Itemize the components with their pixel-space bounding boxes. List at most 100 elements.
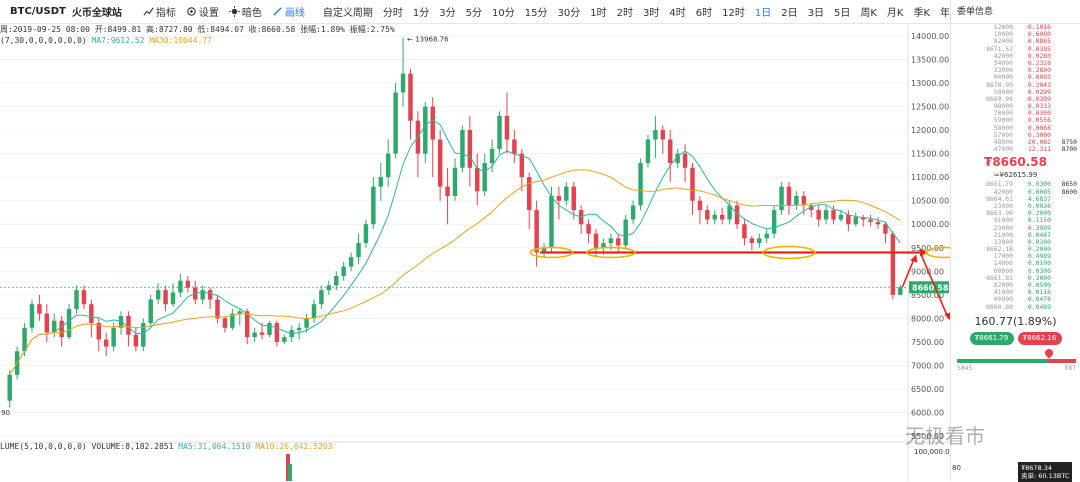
candle-body xyxy=(898,287,903,295)
period-30分[interactable]: 30分 xyxy=(557,8,581,19)
order-row[interactable]: 17000 0.4989 xyxy=(951,253,1080,260)
period-1分[interactable]: 1分 xyxy=(412,8,430,19)
order-row[interactable]: 98000 0.0333 xyxy=(951,102,1080,110)
order-row[interactable]: 8663.96 0.2000 xyxy=(951,209,1080,217)
order-row[interactable]: 91000 0.1150 xyxy=(951,217,1080,224)
period-季K[interactable]: 季K xyxy=(913,8,931,19)
ma7-line xyxy=(9,119,901,376)
order-row[interactable]: 47000 12.311 8700 xyxy=(951,145,1080,154)
period-1时[interactable]: 1时 xyxy=(590,8,607,19)
buy-button[interactable]: ₮8661.79 xyxy=(969,331,1014,345)
candle-body xyxy=(430,106,435,140)
order-row[interactable]: 23000 0.3999 xyxy=(951,224,1080,232)
candle-body xyxy=(282,337,287,342)
order-row[interactable]: 13000 0.0300 xyxy=(951,238,1080,246)
candle-body xyxy=(163,290,168,305)
order-row[interactable]: 21000 0.0487 xyxy=(951,231,1080,239)
order-row[interactable]: 70000 0.0300 xyxy=(951,110,1080,117)
order-row[interactable]: 00000 0.0478 xyxy=(951,296,1080,303)
candle-body xyxy=(475,167,480,192)
order-row[interactable]: 8669.99 0.0399 xyxy=(951,95,1080,103)
period-3时[interactable]: 3时 xyxy=(642,8,660,19)
order-row[interactable]: 42000 0.0005 8600 xyxy=(951,187,1080,196)
order-row[interactable]: 8661.79 0.0300 8650 xyxy=(951,181,1080,188)
candle-body xyxy=(734,205,740,225)
order-row[interactable]: 82000 0.0865 xyxy=(951,38,1080,45)
order-row[interactable]: 33000 0.2800 xyxy=(951,66,1080,74)
order-row[interactable]: 57000 0.3000 xyxy=(951,131,1080,139)
candle-body xyxy=(593,233,599,248)
theme-button[interactable]: 暗色 xyxy=(224,4,267,19)
order-row[interactable]: 34000 0.2328 xyxy=(951,59,1080,67)
order-row[interactable]: 41000 0.0116 xyxy=(951,288,1080,297)
order-row[interactable]: 58000 0.0068 xyxy=(951,124,1080,132)
candle-body xyxy=(126,316,131,335)
order-row[interactable]: 82000 0.0500 xyxy=(951,281,1080,289)
period-5日[interactable]: 5日 xyxy=(833,8,851,19)
order-row[interactable]: 8664.61 4.6837 xyxy=(951,195,1080,203)
order-row[interactable]: 00000 0.0093 xyxy=(951,74,1080,81)
order-level xyxy=(1051,60,1077,67)
custom-period-button[interactable]: 自定义周期 xyxy=(322,8,373,19)
order-row[interactable]: 42000 0.0280 xyxy=(951,52,1080,60)
order-level xyxy=(1051,217,1077,224)
indicator-button[interactable]: 指标 xyxy=(138,4,181,19)
order-price: 41000 xyxy=(993,288,1013,297)
period-4时[interactable]: 4时 xyxy=(669,8,686,19)
order-amount: 0.0300 xyxy=(1027,180,1051,189)
order-row[interactable]: 8660.88 0.0489 xyxy=(951,302,1080,311)
candle-body xyxy=(326,285,332,291)
order-price: 58000 xyxy=(993,87,1013,96)
settings-button[interactable]: 设置 xyxy=(181,4,224,19)
period-12时[interactable]: 12时 xyxy=(722,8,745,19)
indicator-label: 指标 xyxy=(155,8,176,19)
order-level xyxy=(1051,96,1077,103)
ohlc-info: 周:2019-09-25 08:00 开:8499.81 高:8727.80 低… xyxy=(0,25,395,34)
order-row[interactable]: 23000 0.0026 xyxy=(951,202,1080,210)
volume-info: LUME(5,10,0,0,0,0) VOLUME:8,182.2851 MA5… xyxy=(0,442,332,451)
order-row[interactable]: 8670.99 0.2043 xyxy=(951,81,1080,89)
period-年K[interactable]: 年K xyxy=(940,8,950,19)
period-月K[interactable]: 月K xyxy=(886,8,904,19)
order-row[interactable]: 8671.52 0.0395 xyxy=(951,45,1080,53)
candle-body xyxy=(341,266,346,276)
order-price: 47000 xyxy=(993,145,1013,154)
period-5分[interactable]: 5分 xyxy=(465,8,483,19)
draw-button[interactable]: 画线 xyxy=(267,4,310,19)
period-2时[interactable]: 2时 xyxy=(616,8,633,19)
symbol-label[interactable]: BTC/USDT xyxy=(10,6,66,17)
period-1日[interactable]: 1日 xyxy=(754,8,772,19)
candle-body xyxy=(244,311,250,338)
period-6时[interactable]: 6时 xyxy=(695,8,713,19)
order-row[interactable]: 58000 0.0299 xyxy=(951,87,1080,96)
order-row[interactable]: 10000 0.6000 xyxy=(951,30,1080,38)
period-10分[interactable]: 10分 xyxy=(492,8,515,19)
candlestick-chart[interactable]: 5500.00 6000.00 6500.00 7000.00 7500.00 8000.… xyxy=(0,24,950,481)
period-3分[interactable]: 3分 xyxy=(439,8,456,19)
volume-value: VOLUME:8,182.2851 xyxy=(91,442,174,451)
order-amount: 0.0005 xyxy=(1027,187,1051,196)
order-row[interactable]: 12000 0.1016 xyxy=(951,23,1080,31)
order-row[interactable]: 00000 0.0300 xyxy=(951,267,1080,275)
candle-body xyxy=(875,221,881,225)
period-2日[interactable]: 2日 xyxy=(781,8,798,19)
depth-left-label: 5845 xyxy=(957,364,973,372)
period-分时[interactable]: 分时 xyxy=(382,8,403,19)
period-15分[interactable]: 15分 xyxy=(524,8,548,19)
candle-body xyxy=(779,186,784,211)
order-row[interactable]: 48000 20.082 8750 xyxy=(951,138,1080,146)
order-amount: 0.0489 xyxy=(1027,302,1051,311)
order-row[interactable]: 8662.18 0.2000 xyxy=(951,245,1080,253)
order-row[interactable]: 59000 0.0556 xyxy=(951,117,1080,124)
candle-body xyxy=(586,224,591,234)
sell-button[interactable]: ₮8662.16 xyxy=(1017,331,1062,345)
candle-body xyxy=(719,214,725,220)
period-周K[interactable]: 周K xyxy=(860,8,877,19)
period-3日[interactable]: 3日 xyxy=(807,8,824,19)
support-ellipse xyxy=(762,245,816,260)
order-row[interactable]: 14000 0.0100 xyxy=(951,260,1080,267)
depth-ask-bar xyxy=(1047,358,1076,363)
order-amount: 0.1016 xyxy=(1027,23,1051,31)
candle-body xyxy=(771,210,777,234)
order-row[interactable]: 8661.83 0.2000 xyxy=(951,274,1080,282)
